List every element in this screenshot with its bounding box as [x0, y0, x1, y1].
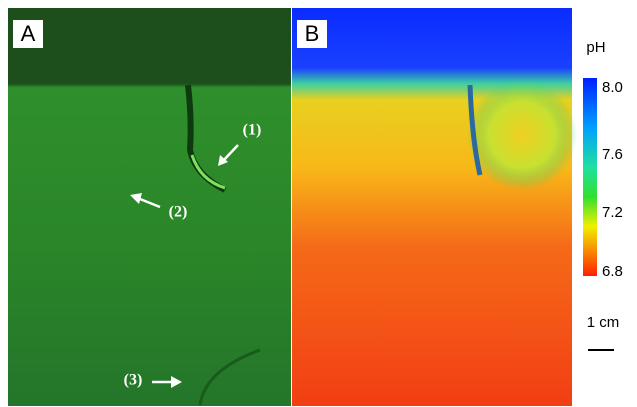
colorbar: pH 8.0 7.6 7.2 6.8 [583, 39, 623, 280]
figure: A (1) (2) (3) B pH 8.0 7.6 7.2 6.8 1 cm [0, 0, 637, 407]
colorbar-gradient [583, 78, 597, 276]
panel-label: B [305, 21, 320, 46]
annotation: (3) [124, 372, 143, 389]
panel-b-image [292, 8, 572, 406]
panel-b: B [292, 8, 577, 406]
annotation: (2) [169, 204, 188, 221]
ph-zone [467, 80, 577, 190]
colorbar-tick-label: 7.2 [602, 204, 623, 221]
panel-a: A (1) (2) (3) [8, 8, 291, 406]
colorbar-tick-label: 7.6 [602, 146, 623, 163]
scale-bar-label: 1 cm [587, 314, 620, 331]
panel-label: A [21, 21, 36, 46]
colorbar-tick-label: 6.8 [602, 263, 623, 280]
page: A (1) (2) (3) B pH 8.0 7.6 7.2 6.8 1 cm … [0, 0, 637, 407]
annotation: (1) [243, 122, 262, 139]
colorbar-tick-label: 8.0 [602, 79, 623, 96]
panel-a-image [8, 8, 291, 406]
colorbar-title: pH [586, 39, 605, 56]
scale-bar: 1 cm [587, 314, 620, 350]
